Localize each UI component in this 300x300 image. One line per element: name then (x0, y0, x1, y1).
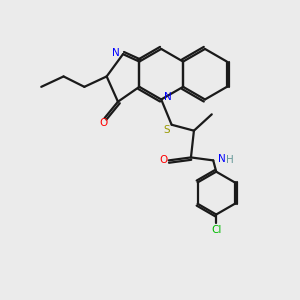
Text: Cl: Cl (211, 225, 221, 235)
Text: N: N (164, 92, 172, 101)
Text: S: S (164, 125, 170, 135)
Text: N: N (218, 154, 225, 164)
Text: O: O (99, 118, 107, 128)
Text: H: H (226, 155, 233, 165)
Text: O: O (159, 155, 167, 165)
Text: N: N (112, 48, 119, 58)
